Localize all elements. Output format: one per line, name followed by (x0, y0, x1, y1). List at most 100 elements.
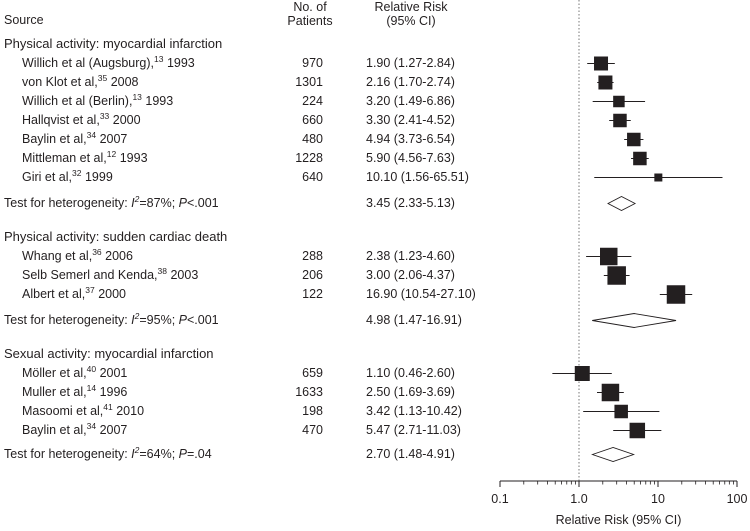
p-symbol: P (178, 313, 187, 327)
study-source: von Klot et al,35 2008 (22, 73, 139, 89)
study-year: 2003 (170, 268, 199, 282)
heterogeneity-prefix: Test for heterogeneity: (4, 447, 132, 461)
i-squared-symbol: I2 (131, 445, 140, 461)
heterogeneity-test: Test for heterogeneity: I2=95%; P<.001 (4, 311, 219, 327)
study-patients: 659 (302, 366, 323, 380)
patients-column-header: No. of Patients (272, 0, 348, 28)
study-marker (574, 366, 590, 381)
heterogeneity-prefix: Test for heterogeneity: (4, 313, 132, 327)
study-reference: 13 (154, 54, 164, 64)
study-marker (613, 113, 627, 128)
study-source: Muller et al,14 1996 (22, 383, 128, 399)
pooled-relative-risk: 4.98 (1.47-16.91) (366, 313, 462, 327)
pooled-diamond (591, 447, 635, 462)
study-year: 1993 (119, 151, 148, 165)
study-reference: 34 (86, 421, 97, 431)
patients-header-line2: Patients (287, 14, 333, 28)
study-author: Willich et al (Augsburg), (22, 56, 154, 70)
study-patients: 970 (302, 56, 323, 70)
study-patients: 1228 (295, 151, 323, 165)
heterogeneity-prefix: Test for heterogeneity: (4, 196, 132, 210)
study-marker (629, 422, 646, 439)
study-author: Hallqvist et al, (22, 113, 100, 127)
study-patients: 640 (302, 170, 323, 184)
study-marker (594, 56, 609, 71)
study-year: 2001 (99, 366, 128, 380)
study-author: Baylin et al, (22, 423, 87, 437)
study-relative-risk: 1.10 (0.46-2.60) (366, 366, 455, 380)
study-author: Möller et al, (22, 366, 87, 380)
study-author: Giri et al, (22, 170, 73, 184)
study-source: Baylin et al,34 2007 (22, 131, 127, 146)
study-marker (654, 173, 663, 182)
study-reference: 40 (86, 364, 97, 374)
study-year: 2010 (116, 404, 145, 418)
study-marker (633, 151, 647, 166)
study-source: Willich et al (Augsburg),13 1993 (22, 54, 195, 70)
study-author: Albert et al, (22, 287, 86, 301)
study-marker (599, 247, 618, 266)
study-patients: 480 (302, 132, 323, 146)
pooled-relative-risk: 3.45 (2.33-5.13) (366, 196, 455, 210)
study-relative-risk: 4.94 (3.73-6.54) (366, 132, 455, 146)
patients-header-line1: No. of (293, 0, 327, 14)
study-reference: 14 (86, 383, 97, 393)
rr-header-line2: (95% CI) (386, 14, 436, 28)
study-reference: 35 (97, 73, 108, 83)
x-tick-label: 1.0 (570, 492, 587, 506)
i-squared-value: =64%; (139, 447, 179, 461)
study-relative-risk: 10.10 (1.56-65.51) (366, 170, 469, 184)
pooled-relative-risk: 2.70 (1.48-4.91) (366, 447, 455, 461)
study-relative-risk: 1.90 (1.27-2.84) (366, 56, 455, 70)
study-source: Giri et al,32 1999 (22, 168, 113, 184)
study-source: Selb Semerl and Kenda,38 2003 (22, 267, 199, 282)
study-author: Willich et al (Berlin), (22, 94, 133, 108)
pooled-diamond (592, 313, 677, 328)
study-reference: 32 (72, 168, 82, 178)
study-author: Selb Semerl and Kenda, (22, 268, 158, 282)
p-value: =.04 (186, 447, 212, 461)
study-author: Whang et al, (22, 249, 93, 263)
study-patients: 122 (302, 287, 323, 301)
heterogeneity-test: Test for heterogeneity: I2=64%; P=.04 (4, 445, 212, 461)
study-source: Willich et al (Berlin),13 1993 (22, 92, 174, 108)
i-squared-symbol: I2 (131, 311, 140, 327)
group-title: Physical activity: sudden cardiac death (4, 229, 228, 244)
study-source: Masoomi et al,41 2010 (22, 403, 145, 418)
p-symbol: P (178, 196, 187, 210)
study-year: 1996 (99, 385, 128, 399)
study-year: 1993 (145, 94, 174, 108)
study-year: 2000 (112, 113, 141, 127)
study-patients: 470 (302, 423, 323, 437)
study-relative-risk: 3.00 (2.06-4.37) (366, 268, 455, 282)
study-year: 1999 (84, 170, 113, 184)
group-title: Physical activity: myocardial infarction (4, 36, 223, 51)
study-reference: 33 (99, 111, 110, 121)
rr-header-line1: Relative Risk (374, 0, 448, 14)
x-tick-label: 10 (651, 492, 665, 506)
study-source: Baylin et al,34 2007 (22, 421, 128, 437)
study-relative-risk: 3.30 (2.41-4.52) (366, 113, 455, 127)
study-relative-risk: 5.90 (4.56-7.63) (366, 151, 455, 165)
p-symbol: P (178, 447, 187, 461)
i-squared-value: =95%; (139, 313, 179, 327)
study-relative-risk: 3.42 (1.13-10.42) (366, 404, 462, 418)
study-relative-risk: 2.16 (1.70-2.74) (366, 75, 455, 89)
x-tick-label: 100 (727, 492, 748, 506)
pooled-diamond (607, 195, 637, 212)
study-relative-risk: 2.50 (1.69-3.69) (366, 385, 455, 399)
study-author: von Klot et al, (22, 75, 98, 89)
study-reference: 13 (132, 92, 142, 102)
study-year: 2007 (99, 423, 128, 437)
study-author: Baylin et al, (22, 132, 87, 146)
study-year: 1993 (166, 56, 195, 70)
p-value: <.001 (186, 196, 219, 210)
study-patients: 1301 (295, 75, 323, 89)
study-source: Hallqvist et al,33 2000 (22, 111, 141, 127)
study-source: Albert et al,37 2000 (22, 286, 126, 301)
study-patients: 198 (302, 404, 323, 418)
study-author: Masoomi et al, (22, 404, 104, 418)
study-author: Mittleman et al, (22, 151, 107, 165)
x-tick-label: 0.1 (491, 492, 508, 506)
